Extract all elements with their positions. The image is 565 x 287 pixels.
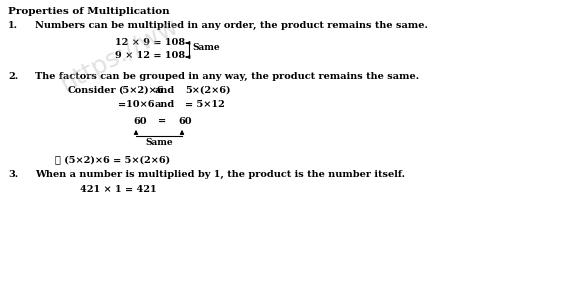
Text: Consider: Consider bbox=[68, 86, 116, 95]
Text: 421 × 1 = 421: 421 × 1 = 421 bbox=[80, 185, 157, 194]
Text: and: and bbox=[155, 100, 175, 109]
Text: Same: Same bbox=[192, 44, 220, 53]
Text: The factors can be grouped in any way, the product remains the same.: The factors can be grouped in any way, t… bbox=[35, 72, 419, 81]
Text: and: and bbox=[155, 86, 175, 95]
Text: 9 × 12 = 108: 9 × 12 = 108 bbox=[115, 51, 185, 60]
Text: ∴ (5×2)×6 = 5×(2×6): ∴ (5×2)×6 = 5×(2×6) bbox=[55, 155, 170, 164]
Text: 60: 60 bbox=[133, 117, 147, 126]
Text: When a number is multiplied by 1, the product is the number itself.: When a number is multiplied by 1, the pr… bbox=[35, 170, 405, 179]
Text: 2.: 2. bbox=[8, 72, 18, 81]
Text: 3.: 3. bbox=[8, 170, 18, 179]
Text: 1.: 1. bbox=[8, 21, 18, 30]
Text: (5×2)×6: (5×2)×6 bbox=[118, 86, 163, 95]
Text: = 5×12: = 5×12 bbox=[185, 100, 225, 109]
Text: 60: 60 bbox=[178, 117, 192, 126]
Text: Numbers can be multiplied in any order, the product remains the same.: Numbers can be multiplied in any order, … bbox=[35, 21, 428, 30]
Text: =10×6: =10×6 bbox=[118, 100, 154, 109]
Text: Same: Same bbox=[145, 138, 173, 147]
Text: =: = bbox=[158, 117, 166, 126]
Text: 5×(2×6): 5×(2×6) bbox=[185, 86, 231, 95]
Text: https://ww: https://ww bbox=[56, 14, 183, 96]
Text: 12 × 9 = 108: 12 × 9 = 108 bbox=[115, 38, 185, 47]
Text: Properties of Multiplication: Properties of Multiplication bbox=[8, 7, 169, 16]
